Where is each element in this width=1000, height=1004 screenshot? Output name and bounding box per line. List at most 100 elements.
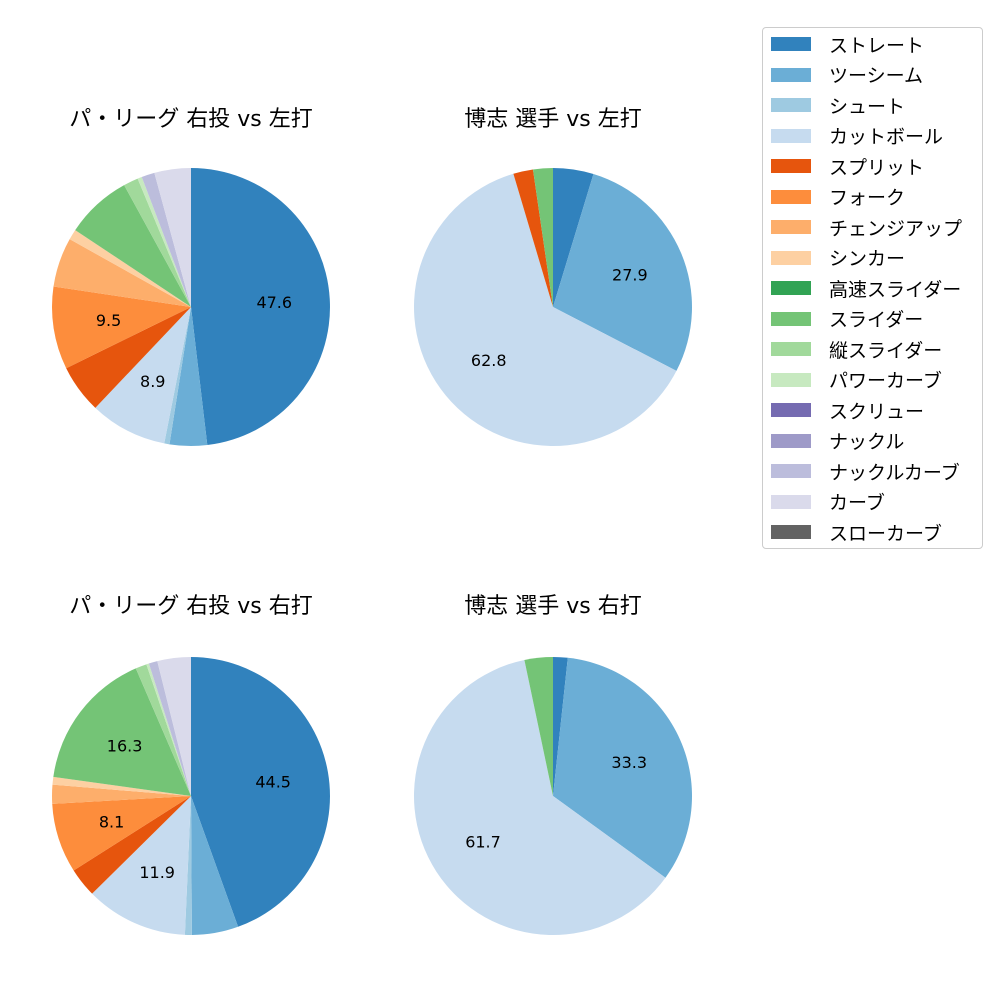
legend-label: シュート xyxy=(829,95,906,118)
pie-4-slice-0 xyxy=(553,657,568,796)
legend: ストレートツーシームシュートカットボール スプリットフォークチェンジアップシンカー… xyxy=(762,27,983,549)
pie-chart-4: 33.3 61.7 xyxy=(413,657,692,936)
legend-swatch xyxy=(771,403,811,417)
chart-title-3: パ・リーグ 右投 vs 右打 xyxy=(69,594,312,619)
legend-item: フォーク xyxy=(771,185,905,209)
legend-item: チェンジアップ xyxy=(771,215,963,240)
legend-swatch xyxy=(771,281,811,295)
legend-swatch xyxy=(771,372,811,387)
pie-1-slice-8 xyxy=(75,185,191,307)
legend-label: ナックル xyxy=(829,431,905,453)
legend-item: ストレート xyxy=(771,32,925,57)
pie-3-slice-6 xyxy=(51,784,192,804)
legend-item: スプリット xyxy=(771,154,925,179)
pie-3-slice-9 xyxy=(135,664,191,796)
legend-swatch xyxy=(771,464,811,478)
pie-1-slice-0 xyxy=(191,168,330,446)
legend-item: ナックル xyxy=(771,429,904,453)
legend-swatch xyxy=(771,98,811,112)
legend-swatch xyxy=(771,220,811,234)
legend-swatch xyxy=(771,342,811,356)
pie-1-data-label: 47.6 xyxy=(256,293,292,312)
pie-1-slice-3 xyxy=(95,307,191,444)
pie-3-slice-1 xyxy=(191,796,239,935)
pie-3-data-label: 44.5 xyxy=(255,773,291,792)
legend-item: カーブ xyxy=(771,490,885,514)
pie-1-slice-4 xyxy=(66,307,191,408)
legend-label: スクリュー xyxy=(829,400,925,423)
pie-1-slice-11 xyxy=(141,172,191,307)
legend-item: ツーシーム xyxy=(771,63,923,87)
legend-item: 縦スライダー xyxy=(771,337,943,362)
legend-swatch xyxy=(771,37,811,51)
legend-swatch xyxy=(771,67,811,82)
legend-label: ナックルカーブ xyxy=(829,461,960,484)
pie-3-data-label: 8.1 xyxy=(99,813,124,832)
legend-swatch xyxy=(771,433,811,448)
pie-1-data-label: 8.9 xyxy=(140,372,165,391)
legend-item: シュート xyxy=(771,93,906,118)
pie-1-data-label: 9.5 xyxy=(96,311,121,330)
pie-2-slice-3 xyxy=(513,169,553,307)
chart-title-4: 博志 選手 vs 右打 xyxy=(464,594,641,619)
pie-2-slice-4 xyxy=(532,168,553,307)
pie-3-slice-12 xyxy=(157,657,191,796)
pie-1-slice-5 xyxy=(51,286,191,369)
pie-3-slice-3 xyxy=(92,796,191,935)
pie-1-slice-10 xyxy=(137,177,191,307)
legend-swatch xyxy=(771,189,811,204)
legend-item: スクリュー xyxy=(771,398,925,423)
legend-item: パワーカーブ xyxy=(771,368,942,392)
pie-1-slice-6 xyxy=(53,239,192,307)
legend-swatch xyxy=(771,525,811,539)
pie-3-slice-5 xyxy=(52,796,191,871)
pie-4-slice-1 xyxy=(553,657,692,878)
legend-label: カーブ xyxy=(829,492,885,514)
pie-2-slice-0 xyxy=(553,168,594,307)
pie-1-slice-2 xyxy=(164,307,191,445)
legend-label: スローカーブ xyxy=(829,522,942,545)
legend-label: 高速スライダー xyxy=(829,278,962,301)
pie-3-data-label: 11.9 xyxy=(139,863,175,882)
legend-item: スローカーブ xyxy=(771,520,942,545)
pie-chart-2: 27.9 62.8 xyxy=(413,168,692,447)
legend-label: スプリット xyxy=(829,156,925,179)
pie-2-data-label: 27.9 xyxy=(612,266,648,285)
pie-chart-1: 47.6 8.9 9.5 xyxy=(51,168,330,446)
pie-3-data-label: 16.3 xyxy=(107,737,143,756)
legend-item: スライダー xyxy=(771,307,923,331)
legend-swatch xyxy=(771,311,811,326)
pie-4-data-label: 61.7 xyxy=(465,832,501,851)
legend-swatch xyxy=(771,494,811,509)
legend-swatch xyxy=(771,250,811,265)
pie-3-slice-10 xyxy=(146,663,191,796)
pie-3-slice-4 xyxy=(73,796,191,894)
legend-label: チェンジアップ xyxy=(829,217,963,240)
pie-3-slice-8 xyxy=(53,668,191,796)
chart-title-2: 博志 選手 vs 左打 xyxy=(464,107,641,132)
pie-3-slice-2 xyxy=(184,796,192,936)
legend-item: シンカー xyxy=(771,246,905,270)
pie-2-data-label: 62.8 xyxy=(471,351,507,370)
pie-4-data-label: 33.3 xyxy=(611,753,647,772)
pie-1-slice-1 xyxy=(169,307,208,446)
pie-3-slice-0 xyxy=(191,657,330,927)
pie-1-slice-7 xyxy=(69,230,191,307)
legend-label: 縦スライダー xyxy=(829,339,943,362)
legend-swatch xyxy=(771,159,811,173)
legend-label: カットボール xyxy=(829,126,944,148)
pie-4-slice-2 xyxy=(413,659,666,936)
legend-label: ストレート xyxy=(829,34,925,57)
legend-item: カットボール xyxy=(771,124,943,148)
pie-1-slice-12 xyxy=(154,168,191,307)
pie-2-slice-1 xyxy=(553,174,692,371)
pie-1-slice-9 xyxy=(124,178,191,307)
legend-label: フォーク xyxy=(829,187,906,209)
pie-3-slice-7 xyxy=(52,776,192,796)
legend-label: ツーシーム xyxy=(829,65,924,87)
legend-label: パワーカーブ xyxy=(829,370,942,392)
pie-3-slice-11 xyxy=(148,661,191,796)
pie-2-slice-2 xyxy=(413,173,677,447)
